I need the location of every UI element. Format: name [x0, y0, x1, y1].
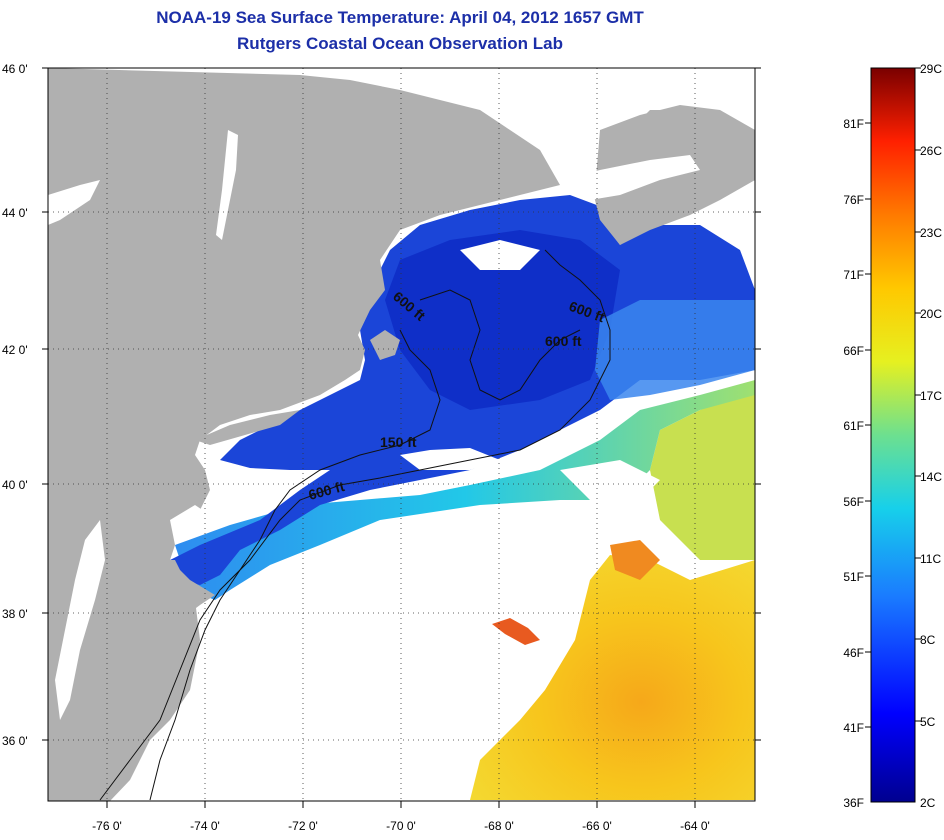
delaware-bay: [170, 505, 210, 545]
colorbar: [870, 67, 916, 803]
chesapeake-bay: [55, 520, 105, 720]
colorbar-fahrenheit-label: 66F: [843, 344, 864, 358]
warm-patch: [610, 540, 660, 580]
lon-label: -74 0': [190, 819, 220, 833]
colorbar-celsius-label: 26C: [920, 144, 942, 158]
warm-eddy: [492, 618, 540, 645]
lon-label: -68 0': [484, 819, 514, 833]
warm-water-region: [470, 555, 755, 800]
lat-label: 36 0': [2, 734, 28, 748]
sst-field: [48, 68, 755, 801]
colorbar-fahrenheit-label: 61F: [843, 419, 864, 433]
axis-ticks: [42, 67, 761, 808]
land-mass-mainland: [48, 68, 755, 801]
warm-filament-east: [650, 392, 755, 560]
map-subtitle: Rutgers Coastal Ocean Observation Lab: [237, 34, 563, 53]
contour-label-4: 150 ft: [380, 434, 417, 450]
lon-label: -72 0': [288, 819, 318, 833]
colorbar-fahrenheit-label: 41F: [843, 721, 864, 735]
contour-label-3: 600 ft: [545, 333, 582, 349]
colorbar-celsius-label: 17C: [920, 389, 942, 403]
cloud-patch-2: [460, 240, 540, 270]
isobath-contours: [99, 249, 611, 801]
cold-core: [385, 230, 620, 410]
lake-champlain: [216, 130, 238, 240]
lon-label: -64 0': [680, 819, 710, 833]
lat-label: 40 0': [2, 478, 28, 492]
mid-water: [595, 300, 755, 400]
lon-label: -66 0': [582, 819, 612, 833]
colorbar-celsius-label: 29C: [920, 62, 942, 76]
lat-label: 42 0': [2, 343, 28, 357]
colorbar-fahrenheit-label: 36F: [843, 796, 864, 810]
contour-600ft: [99, 249, 611, 801]
lat-label: 44 0': [2, 206, 28, 220]
map-title: NOAA-19 Sea Surface Temperature: April 0…: [156, 8, 644, 27]
colorbar-fahrenheit-label: 81F: [843, 117, 864, 131]
long-island: [195, 410, 300, 445]
colorbar-celsius-label: 2C: [920, 796, 936, 810]
cape-cod: [370, 330, 400, 360]
colorbar-celsius-label: 14C: [920, 470, 942, 484]
lon-label: -70 0': [386, 819, 416, 833]
colorbar-ticks: [865, 67, 921, 728]
graticule: [48, 68, 755, 801]
cloud-patch-1: [400, 448, 500, 470]
lake-ontario: [48, 180, 100, 225]
bay-of-fundy: [560, 155, 700, 200]
slope-water: [175, 380, 755, 600]
cloud-patch-3: [560, 460, 660, 500]
colorbar-fahrenheit-label: 51F: [843, 570, 864, 584]
colorbar-fahrenheit-label: 46F: [843, 646, 864, 660]
colorbar-celsius-label: 23C: [920, 226, 942, 240]
colorbar-celsius-label: 20C: [920, 307, 942, 321]
contour-150ft: [149, 329, 441, 801]
contour-gulf-maine: [419, 289, 581, 401]
lon-label: -76 0': [92, 819, 122, 833]
colorbar-fahrenheit-label: 71F: [843, 268, 864, 282]
colorbar-fahrenheit-label: 56F: [843, 495, 864, 509]
colorbar-celsius-label: 11C: [920, 552, 941, 566]
lat-label: 46 0': [2, 62, 28, 76]
colorbar-celsius-label: 8C: [920, 633, 936, 647]
lat-label: 38 0': [2, 607, 28, 621]
colorbar-fahrenheit-label: 76F: [843, 193, 864, 207]
colorbar-celsius-label: 5C: [920, 715, 936, 729]
